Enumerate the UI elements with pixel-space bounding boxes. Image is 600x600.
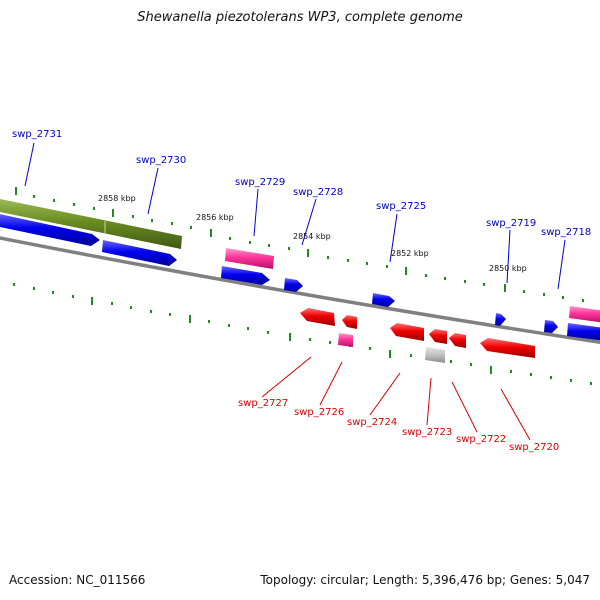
gene-swp_2728[interactable] [221,266,270,285]
gene-swp_2731[interactable] [0,213,100,246]
map-title: Shewanella piezotolerans WP3, complete g… [137,10,463,25]
ruler-label: 2854 kbp [293,232,331,241]
reverse-genes [300,308,535,358]
gene-reverse[interactable] [429,329,447,344]
genome-summary-text: Topology: circular; Length: 5,396,476 bp… [260,573,590,587]
gene-forward[interactable] [567,323,600,341]
accession-text: Accession: NC_011566 [9,573,146,587]
gene-label-swp_2726: swp_2726 [294,407,344,418]
gene-label-swp_2724: swp_2724 [347,417,397,428]
reverse-leaders [261,356,531,441]
gene-swp_2729[interactable] [225,248,274,269]
region-feature [0,199,182,249]
gene-swp_2730[interactable] [102,240,177,266]
gene-reverse[interactable] [342,315,357,329]
gene-swp_2727[interactable] [300,308,335,326]
gene-swp_2723[interactable] [425,347,445,363]
gene-label-swp_2731: swp_2731 [12,129,62,140]
forward-genes [0,213,600,341]
genome-backbone [0,236,600,345]
gene-label-swp_2729: swp_2729 [235,177,285,188]
ruler-label: 2856 kbp [196,213,234,222]
gene-swp_2724[interactable] [390,323,424,341]
rna-genes [225,248,600,347]
gene-label-swp_2722: swp_2722 [456,434,506,445]
gene-label-swp_2730: swp_2730 [136,155,186,166]
ruler-label: 2858 kbp [98,194,136,203]
gene-swp_2718[interactable] [569,306,600,323]
gene-swp_2720[interactable] [480,338,535,358]
ruler-label: 2852 kbp [391,249,429,258]
gene-label-swp_2719: swp_2719 [486,218,536,229]
gene-label-swp_2728: swp_2728 [293,187,343,198]
gene-swp_2719[interactable] [495,313,506,326]
inner-tick-ring [13,283,592,385]
gene-forward[interactable] [284,278,303,292]
outer-tick-ring [15,187,584,302]
gene-label-swp_2727: swp_2727 [238,398,288,409]
gene-label-swp_2720: swp_2720 [509,442,559,453]
gene-label-swp_2725: swp_2725 [376,201,426,212]
gene-label-swp_2723: swp_2723 [402,427,452,438]
gene-swp_2725[interactable] [372,293,395,307]
gene-label-swp_2718: swp_2718 [541,227,591,238]
gene-swp_2722[interactable] [449,333,466,348]
gene-swp_2726[interactable] [338,333,353,347]
gene-forward[interactable] [544,320,558,333]
forward-leaders [24,142,566,290]
